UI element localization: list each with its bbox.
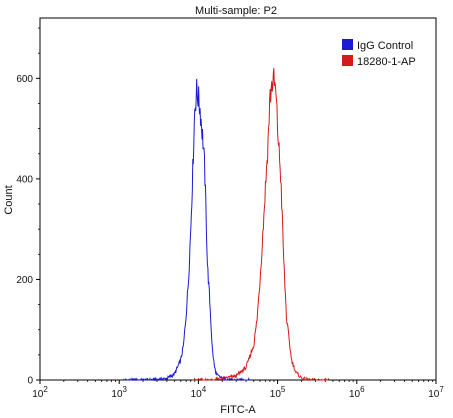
series-line-18280-1-ap [192,68,330,382]
x-tick-label: 102 [32,385,48,400]
x-axis-ticks: 102 103 104 105 106 107 [32,380,444,400]
x-tick-label: 106 [349,385,365,400]
series-layer [122,68,330,382]
y-tick-label: 400 [16,174,33,185]
x-tick-label: 105 [270,385,286,400]
y-axis-ticks: 0 200 400 600 [16,27,40,387]
legend-swatch-igg-control [342,39,353,50]
legend-label-18280-1-ap: 18280-1-AP [357,56,416,68]
x-axis-title: FITC-A [220,404,256,416]
plot-frame [39,17,437,381]
legend-swatch-18280-1-ap [342,55,353,66]
y-tick-label: 0 [27,376,33,387]
series-line-igg-control [122,78,250,382]
y-tick-label: 200 [16,275,33,286]
x-tick-label: 104 [191,385,207,400]
y-axis-title: Count [3,185,15,214]
x-tick-label: 107 [428,385,444,400]
chart-title: Multi-sample: P2 [195,5,277,17]
legend-label-igg-control: IgG Control [357,40,413,52]
legend: IgG Control 18280-1-AP [342,39,416,68]
x-tick-label: 103 [111,385,127,400]
y-tick-label: 600 [16,74,33,85]
